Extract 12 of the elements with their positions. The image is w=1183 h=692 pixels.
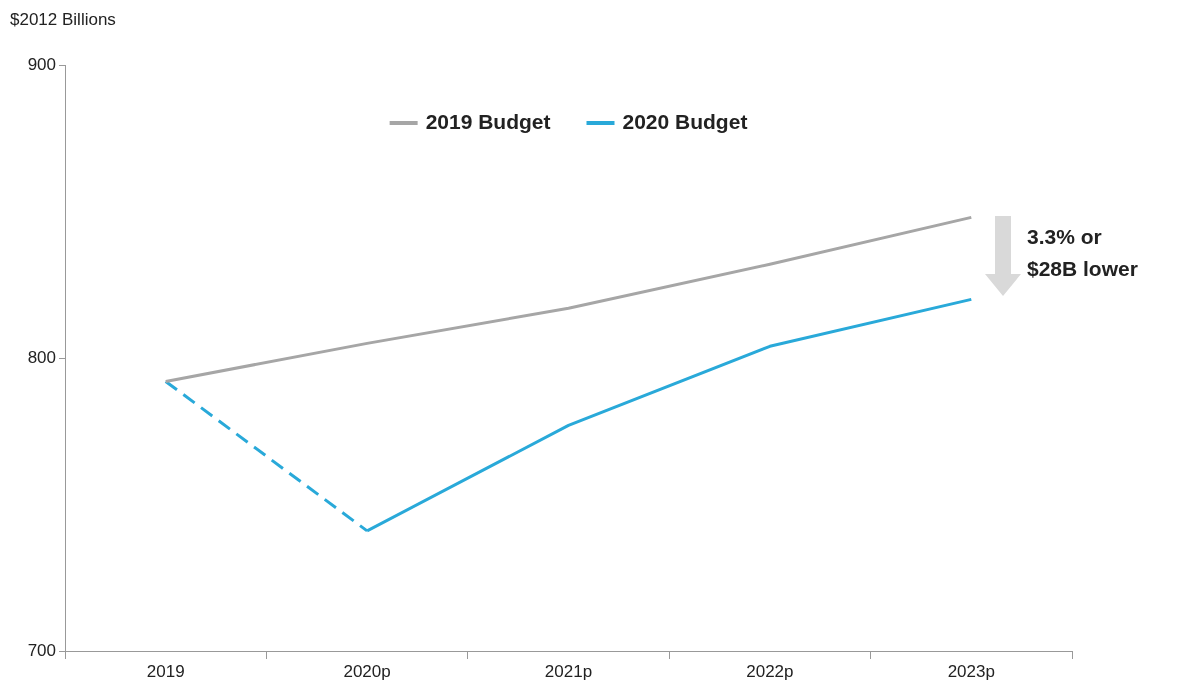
legend-label: 2020 Budget [622, 109, 748, 133]
y-tick-label: 700 [27, 640, 56, 660]
x-tick-label: 2023p [947, 661, 995, 681]
legend-label: 2019 Budget [425, 109, 551, 133]
y-tick-label: 900 [27, 54, 56, 74]
x-tick-label: 2020p [343, 661, 391, 681]
y-tick-label: 800 [27, 347, 56, 367]
x-tick-label: 2021p [544, 661, 593, 681]
x-tick-label: 2022p [746, 661, 794, 681]
annotation: 3.3% or $28B lower [1027, 224, 1138, 280]
y-axis-title: $2012 Billions [10, 10, 116, 30]
x-tick-label: 2019 [146, 661, 185, 681]
